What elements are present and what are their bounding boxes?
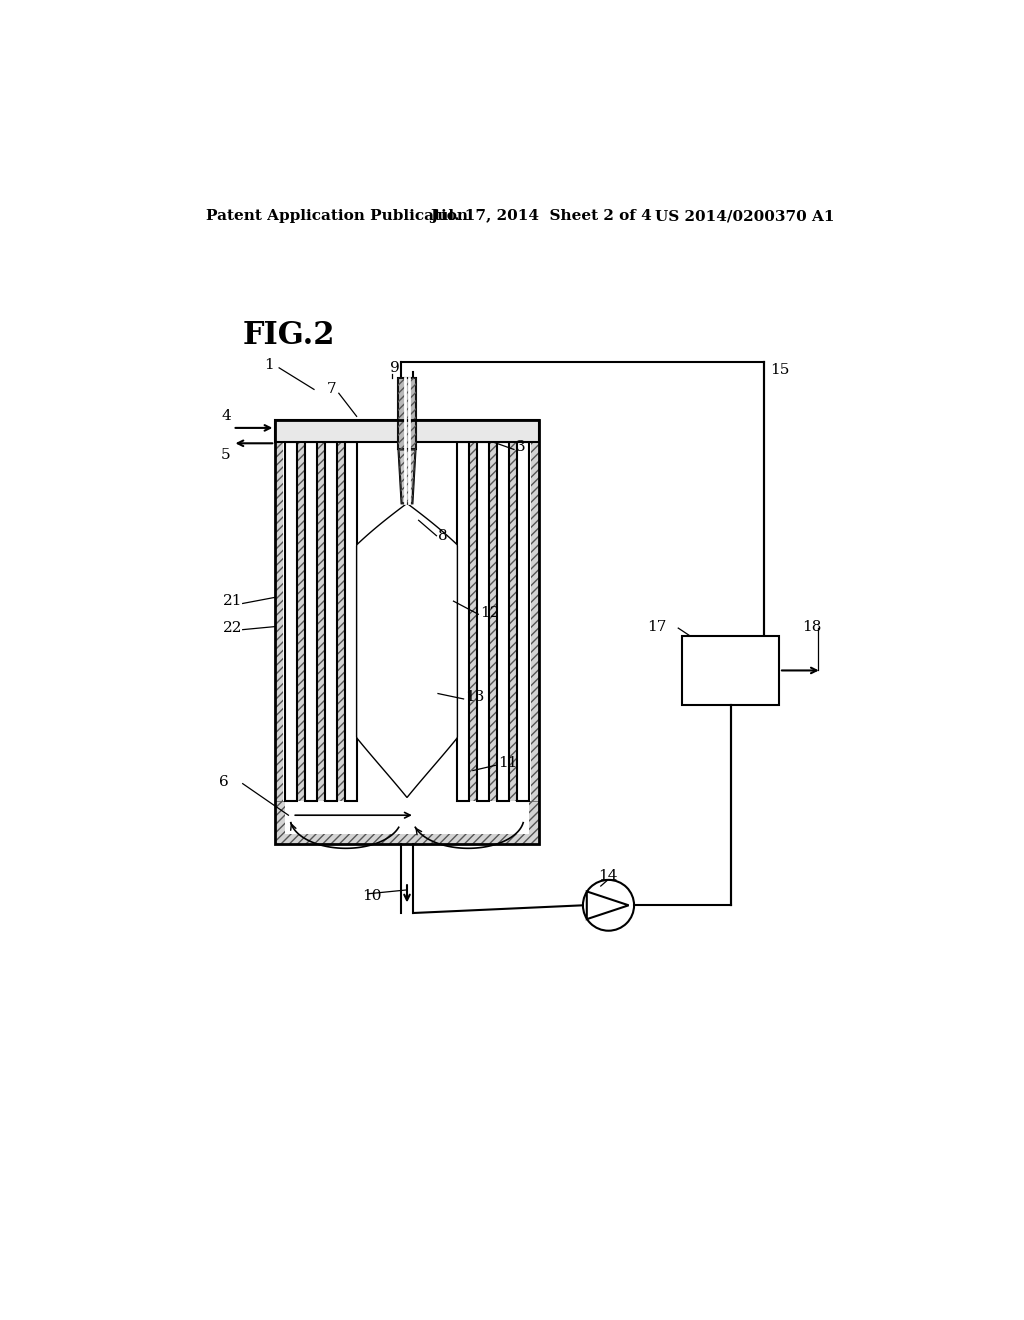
Polygon shape: [275, 420, 539, 442]
Text: 21: 21: [222, 594, 242, 609]
Polygon shape: [457, 442, 469, 801]
Text: 3: 3: [515, 440, 525, 454]
Text: 22: 22: [222, 622, 242, 635]
Polygon shape: [497, 442, 509, 801]
Text: 11: 11: [499, 756, 518, 770]
Polygon shape: [529, 442, 531, 801]
Text: 4: 4: [221, 409, 230, 424]
Polygon shape: [345, 442, 357, 801]
Polygon shape: [357, 442, 457, 801]
Polygon shape: [275, 801, 539, 843]
Text: 5: 5: [221, 447, 230, 462]
Text: 6: 6: [219, 775, 229, 789]
Polygon shape: [325, 442, 337, 801]
Text: 1: 1: [263, 358, 273, 372]
Text: 18: 18: [802, 619, 821, 634]
Text: US 2014/0200370 A1: US 2014/0200370 A1: [655, 209, 835, 223]
Polygon shape: [285, 801, 529, 834]
Text: 17: 17: [647, 619, 667, 634]
Text: Jul. 17, 2014  Sheet 2 of 4: Jul. 17, 2014 Sheet 2 of 4: [430, 209, 652, 223]
Polygon shape: [275, 420, 539, 843]
Polygon shape: [682, 636, 779, 705]
Polygon shape: [398, 449, 416, 503]
Text: 10: 10: [362, 890, 382, 903]
Text: FIG.2: FIG.2: [243, 319, 335, 351]
Text: 14: 14: [598, 869, 617, 883]
Text: 7: 7: [327, 383, 336, 396]
Polygon shape: [398, 378, 416, 449]
Polygon shape: [283, 442, 285, 801]
Text: 15: 15: [770, 363, 790, 378]
Text: 12: 12: [480, 606, 500, 619]
Text: 9: 9: [390, 360, 399, 375]
Text: Patent Application Publication: Patent Application Publication: [206, 209, 468, 223]
Text: 8: 8: [438, 529, 447, 543]
Polygon shape: [305, 442, 317, 801]
Polygon shape: [285, 442, 297, 801]
Polygon shape: [517, 442, 529, 801]
Polygon shape: [477, 442, 489, 801]
Text: 13: 13: [465, 690, 484, 705]
Polygon shape: [356, 503, 458, 797]
